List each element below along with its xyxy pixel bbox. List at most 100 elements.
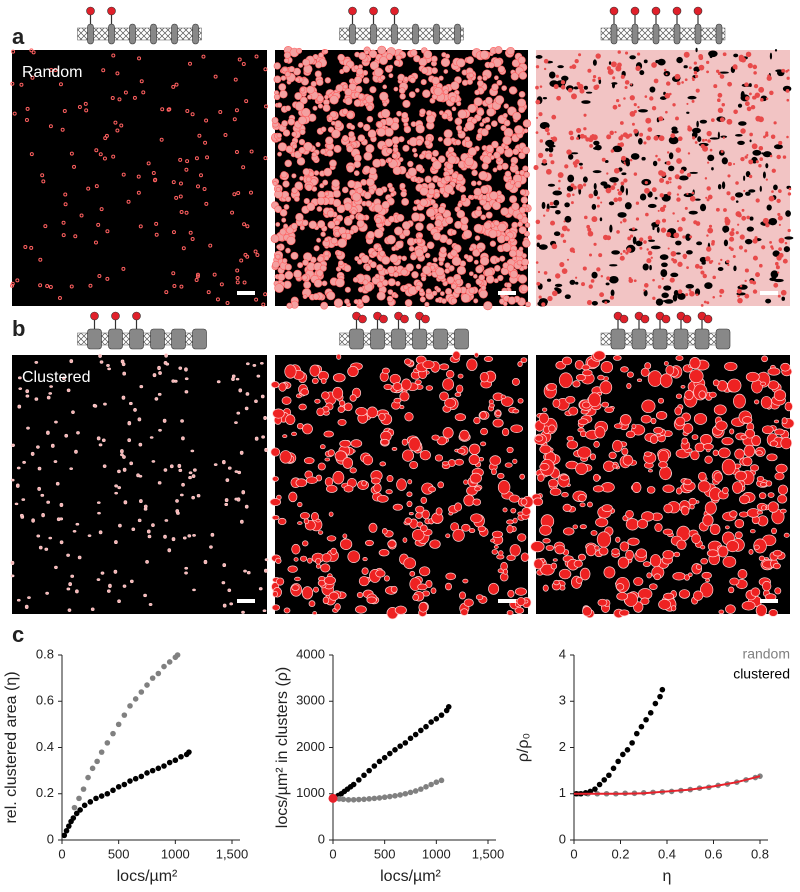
speck (429, 487, 436, 492)
label-dot (422, 315, 430, 323)
speck (292, 144, 297, 149)
speck (552, 291, 558, 297)
speck (283, 435, 287, 438)
speck (464, 495, 475, 506)
speck (259, 587, 262, 590)
speck (592, 204, 597, 210)
speck (88, 535, 91, 537)
speck (402, 256, 407, 261)
speck (591, 216, 597, 222)
speck (745, 156, 748, 159)
speck (480, 257, 489, 266)
speck (340, 539, 351, 550)
speck (733, 54, 738, 58)
label-dot (401, 315, 409, 323)
speck (670, 273, 678, 277)
speck (701, 558, 708, 564)
speck (56, 482, 59, 485)
speck (540, 139, 543, 142)
speck (542, 202, 546, 209)
speck (498, 551, 503, 556)
speck (285, 72, 290, 77)
speck (551, 115, 556, 120)
speck (456, 279, 461, 284)
speck (344, 299, 349, 304)
speck (583, 266, 587, 270)
speck (609, 276, 619, 284)
speck (723, 137, 725, 139)
speck (447, 277, 454, 284)
speck (749, 549, 753, 554)
speck (332, 129, 341, 138)
speck (722, 437, 733, 444)
speck (536, 117, 538, 119)
speck (465, 122, 474, 131)
speck (616, 230, 620, 234)
speck (49, 392, 52, 394)
speck (775, 49, 777, 52)
protein (350, 24, 356, 44)
speck (696, 293, 699, 296)
speck (354, 299, 358, 303)
speck (571, 152, 578, 154)
speck (778, 495, 787, 503)
speck (630, 95, 635, 100)
speck (324, 431, 334, 437)
speck (480, 372, 488, 382)
speck (439, 76, 444, 81)
speck (416, 506, 424, 513)
speck (264, 569, 267, 572)
speck (435, 298, 439, 302)
speck (300, 129, 305, 134)
speck (649, 265, 652, 270)
speck (197, 494, 200, 497)
speck (120, 449, 123, 453)
speck (504, 120, 510, 126)
speck (669, 181, 671, 183)
speck (601, 361, 613, 372)
speck (69, 582, 72, 585)
speck (752, 143, 758, 149)
speck (766, 481, 772, 487)
protein (392, 24, 398, 44)
label-dot (349, 7, 357, 15)
speck (754, 236, 757, 239)
speck (640, 194, 646, 201)
speck (323, 597, 329, 604)
speck (503, 136, 512, 145)
speck (396, 55, 401, 60)
speck (693, 220, 697, 224)
speck (725, 526, 729, 529)
speck (307, 86, 315, 94)
speck (709, 225, 712, 228)
speck (549, 153, 553, 157)
speck (774, 420, 779, 423)
speck (518, 222, 523, 227)
speck (444, 90, 449, 95)
speck (606, 172, 608, 174)
speck (724, 239, 728, 246)
speck (759, 493, 766, 499)
speck (515, 607, 524, 613)
speck (399, 157, 403, 161)
speck (765, 163, 768, 168)
speck (309, 172, 314, 177)
speck (595, 427, 605, 439)
speck (307, 558, 312, 563)
speck (303, 59, 310, 66)
speck (597, 532, 610, 548)
speck (404, 558, 416, 569)
speck (382, 368, 389, 374)
point (625, 747, 631, 753)
point (81, 786, 87, 792)
point (329, 794, 338, 803)
speck (292, 174, 296, 178)
speck (766, 98, 768, 100)
speck (611, 82, 617, 85)
speck (420, 199, 428, 207)
speck (758, 164, 761, 167)
speck (495, 46, 502, 53)
speck (598, 253, 602, 257)
speck (419, 567, 429, 576)
speck (118, 600, 121, 603)
